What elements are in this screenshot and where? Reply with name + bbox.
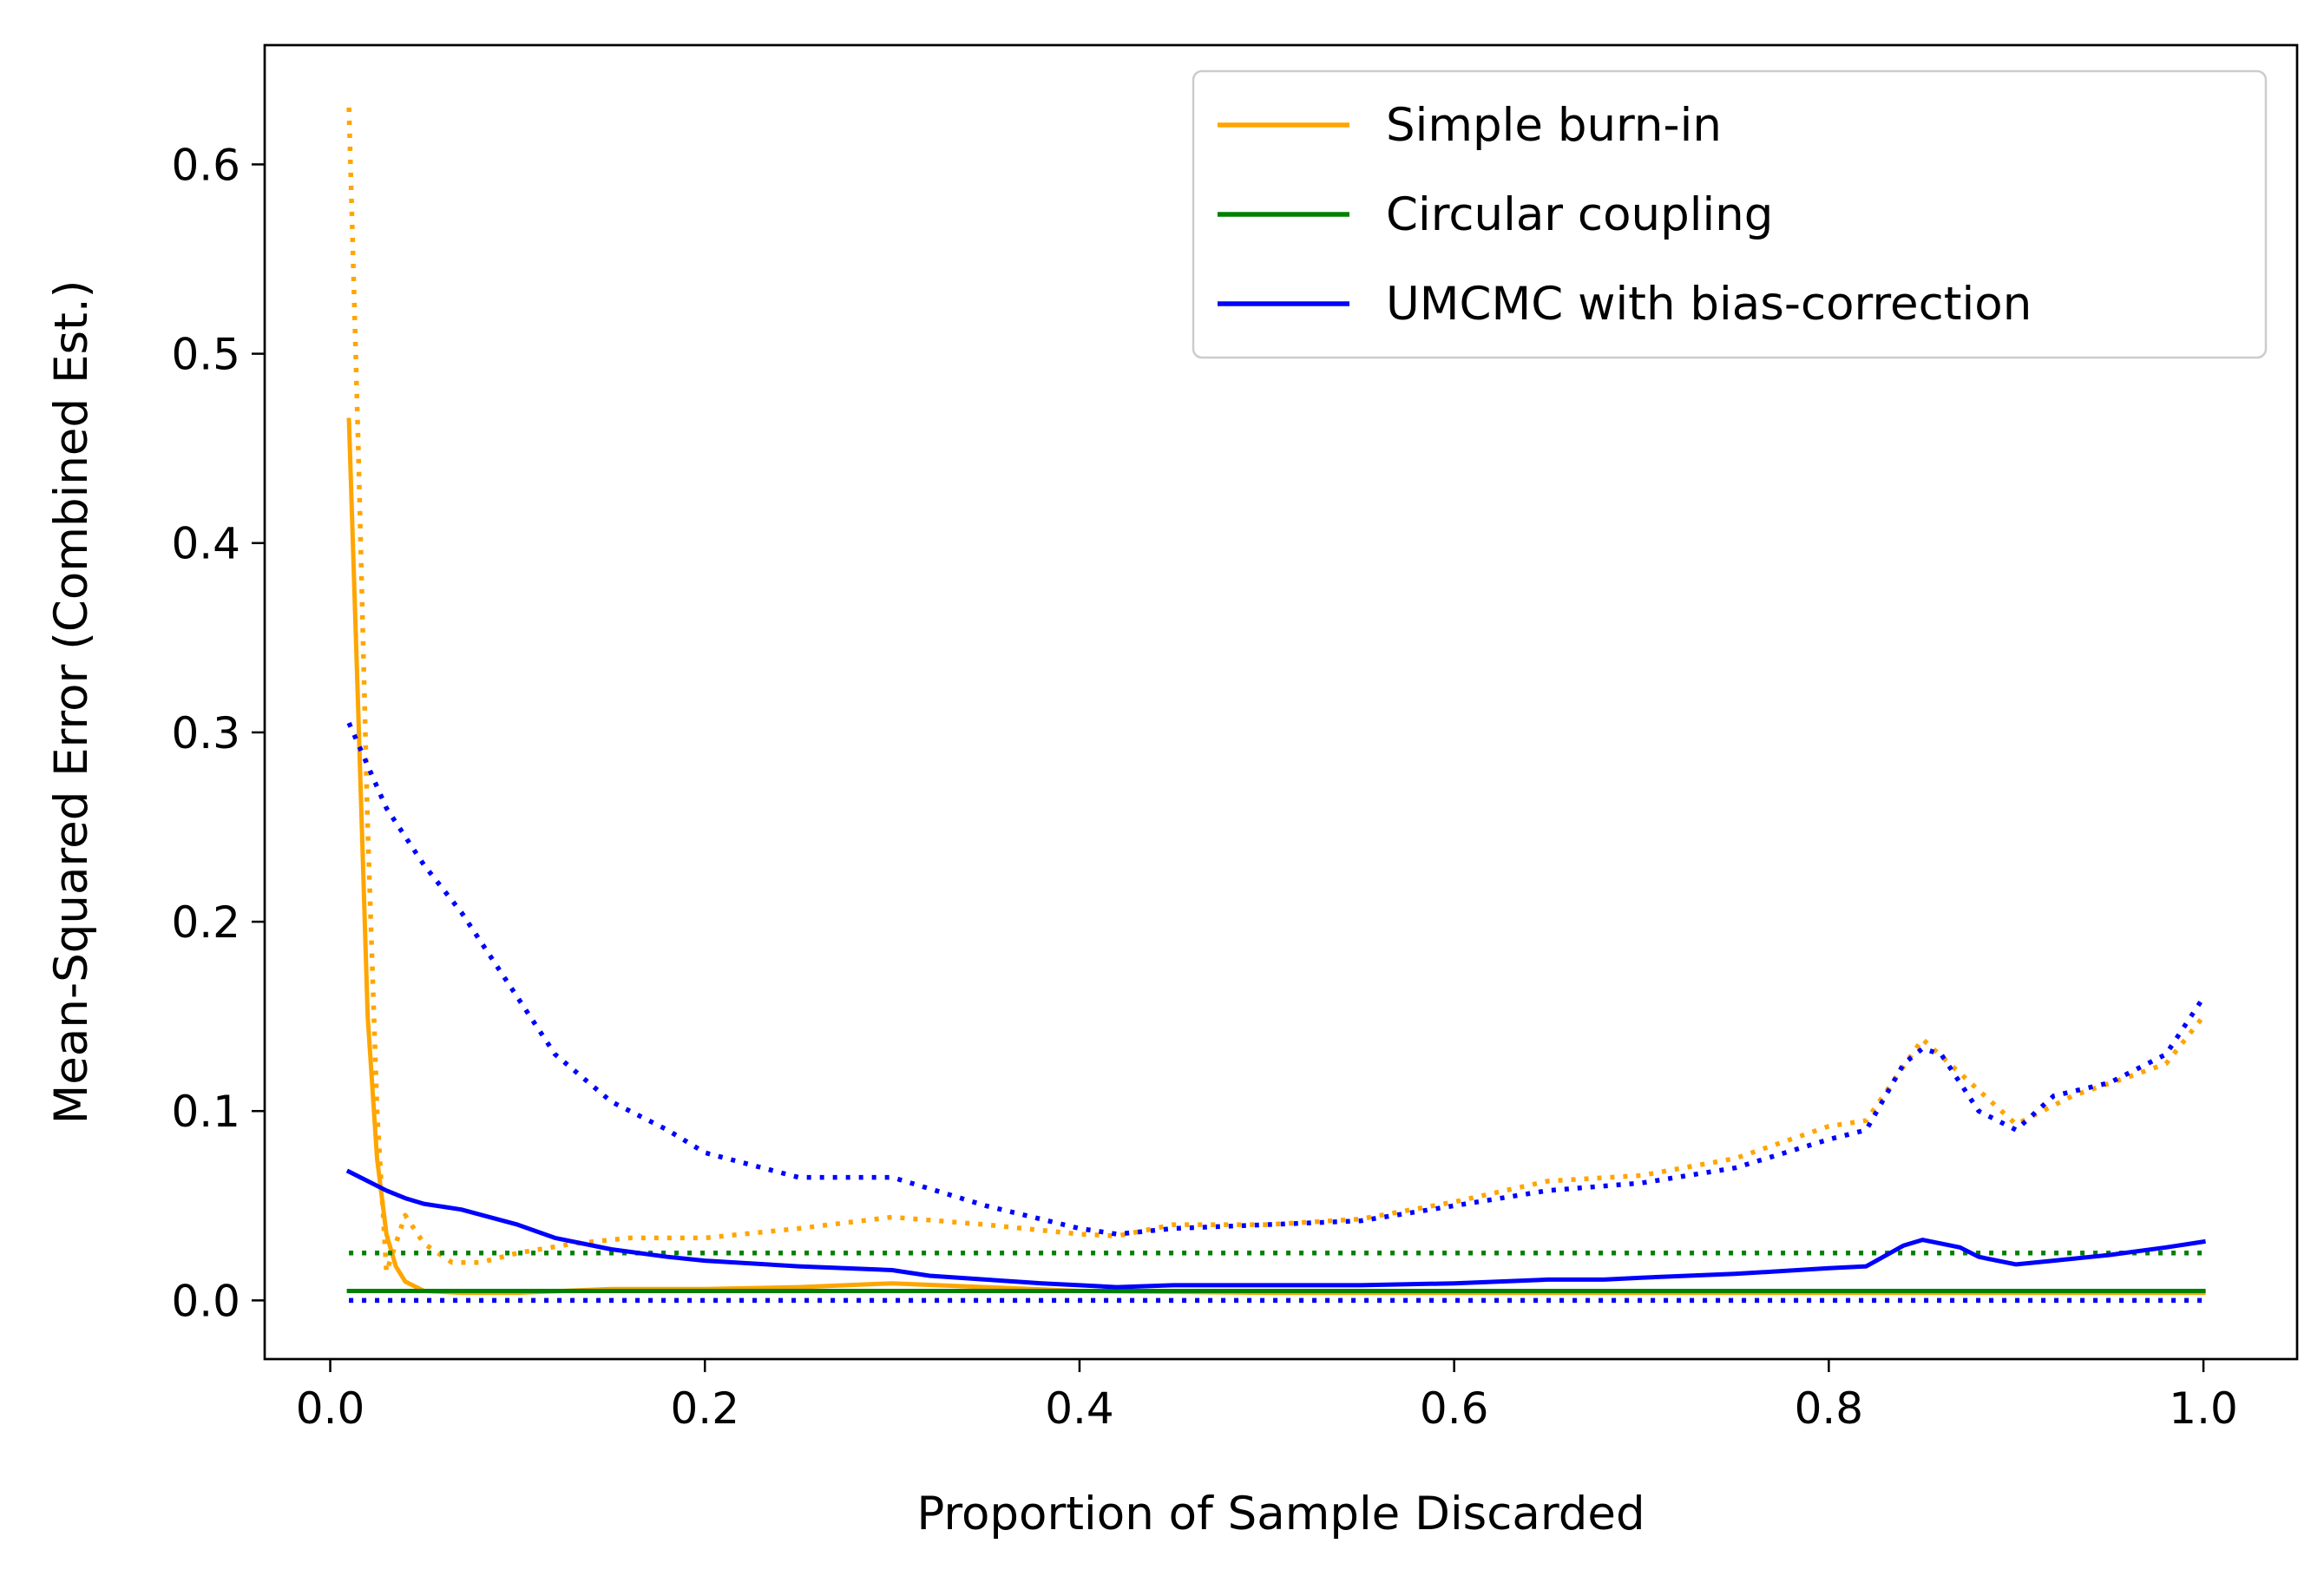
y-tick-label: 0.6 [171, 140, 240, 190]
series-line-5 [345, 1168, 2206, 1290]
y-axis-ticks: 0.0 0.1 0.2 0.3 0.4 0.5 0.6 [171, 140, 265, 1326]
x-tick-label: 0.0 [296, 1383, 365, 1434]
x-tick-label: 0.4 [1045, 1383, 1114, 1434]
series-layer [345, 107, 2206, 1304]
y-tick-label: 0.1 [171, 1087, 240, 1137]
x-axis-label: Proportion of Sample Discarded [916, 1488, 1645, 1540]
legend-label: Simple burn-in [1386, 99, 1722, 152]
x-tick-label: 0.6 [1420, 1383, 1489, 1434]
y-tick-label: 0.2 [171, 897, 240, 948]
y-tick-label: 0.3 [171, 708, 240, 759]
x-tick-label: 0.8 [1795, 1383, 1864, 1434]
x-tick-label: 0.2 [670, 1383, 739, 1434]
series-line-1 [346, 107, 2206, 1275]
legend-label: UMCMC with bias-correction [1386, 278, 2032, 331]
y-tick-label: 0.0 [171, 1276, 240, 1326]
x-axis-ticks: 0.0 0.2 0.4 0.6 0.8 1.0 [296, 1359, 2238, 1434]
legend: Simple burn-in Circular coupling UMCMC wit… [1192, 69, 2268, 359]
y-tick-label: 0.5 [171, 330, 240, 380]
y-axis-label: Mean-Squared Error (Combined Est.) [45, 280, 98, 1125]
series-line-6 [346, 721, 2206, 1237]
x-tick-label: 1.0 [2169, 1383, 2238, 1434]
legend-label: Circular coupling [1386, 188, 1773, 241]
legend-box [1192, 69, 2268, 359]
y-tick-label: 0.4 [171, 519, 240, 569]
plot-frame [263, 43, 2299, 1361]
